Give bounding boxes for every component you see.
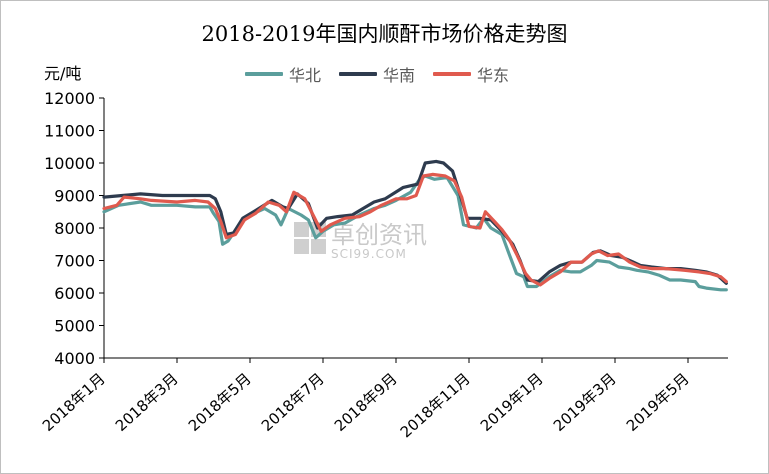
chart-title: 2018-2019年国内顺酐市场价格走势图 <box>201 22 568 46</box>
legend-swatch-huabei <box>245 72 283 76</box>
y-tick-label: 9000 <box>54 187 95 206</box>
legend-swatch-huadong <box>433 72 472 76</box>
x-tick-label: 2018年9月 <box>331 370 401 435</box>
y-tick-label: 4000 <box>54 349 95 368</box>
watermark-cn-text: 卓创资讯 <box>331 221 427 249</box>
x-tick-label: 2019年5月 <box>623 370 693 435</box>
watermark-en-text: SCI99.COM <box>331 247 407 261</box>
legend-swatch-huanan <box>339 72 378 76</box>
y-tick-label: 8000 <box>54 219 95 238</box>
y-tick-label: 5000 <box>54 317 95 336</box>
legend: 华北 华南 华东 <box>245 62 509 86</box>
y-tick-label: 10000 <box>44 154 95 173</box>
legend-label-huabei: 华北 <box>289 66 322 85</box>
series-line-huanan <box>102 159 728 285</box>
legend-item-huabei: 华北 <box>245 62 321 86</box>
x-tick-label: 2018年7月 <box>258 370 328 435</box>
watermark-logo-block <box>311 239 326 254</box>
y-axis-unit-label: 元/吨 <box>44 64 82 83</box>
legend-label-huadong: 华东 <box>477 66 510 85</box>
watermark-logo-block <box>294 222 309 237</box>
y-tick-label: 6000 <box>54 284 95 303</box>
watermark-logo-block <box>294 239 309 254</box>
series-line-huabei <box>102 174 728 292</box>
x-tick-label: 2018年11月 <box>397 370 474 442</box>
series-line-huadong <box>102 172 728 287</box>
x-tick-label: 2018年5月 <box>185 370 255 435</box>
y-tick-label: 12000 <box>44 89 95 108</box>
x-tick-label: 2019年1月 <box>477 370 547 435</box>
x-tick-label: 2018年1月 <box>39 370 109 435</box>
y-tick-label: 11000 <box>44 122 95 141</box>
legend-item-huadong: 华东 <box>433 62 509 86</box>
legend-item-huanan: 华南 <box>339 62 415 86</box>
x-tick-label: 2018年3月 <box>112 370 182 435</box>
legend-label-huanan: 华南 <box>383 66 416 85</box>
x-tick-label: 2019年3月 <box>550 370 620 435</box>
y-tick-label: 7000 <box>54 252 95 271</box>
